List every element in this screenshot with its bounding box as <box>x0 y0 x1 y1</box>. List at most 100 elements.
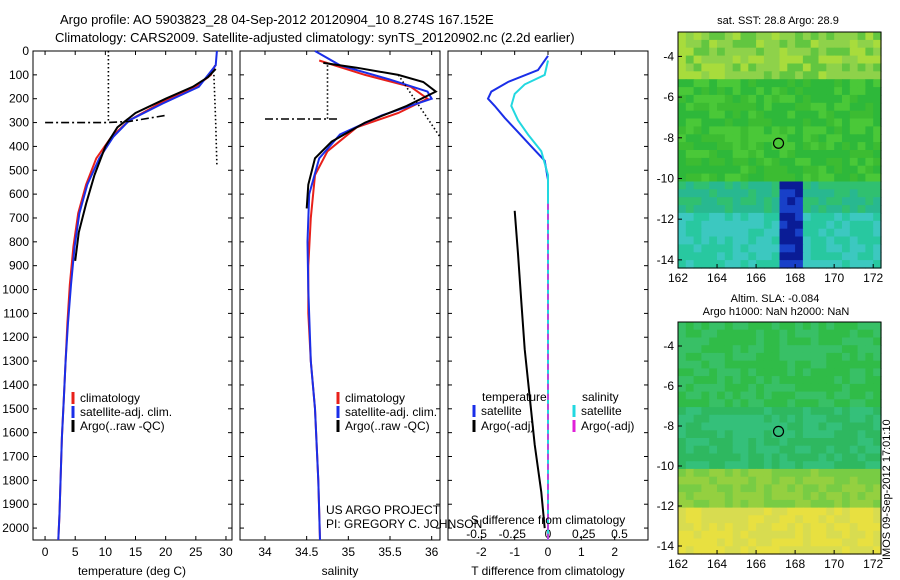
map-cell <box>818 173 827 183</box>
map-cell <box>810 165 820 175</box>
map-cell <box>709 468 718 478</box>
map-cell <box>849 507 859 516</box>
map-cell <box>701 329 710 338</box>
map-cell <box>740 438 749 447</box>
map-cell <box>779 55 788 65</box>
map-cell <box>756 102 765 112</box>
map-cell <box>724 337 734 346</box>
map-cell <box>865 329 874 338</box>
map-cell <box>740 376 749 385</box>
map-cell <box>779 252 788 261</box>
map-cell <box>802 337 812 346</box>
map-cell <box>756 220 765 230</box>
map-cell <box>732 94 742 104</box>
map-cell <box>717 492 726 501</box>
map-cell <box>701 515 710 524</box>
map-cell <box>849 189 859 198</box>
map-cell <box>857 407 866 416</box>
map-cell <box>763 523 773 532</box>
map-cell <box>810 55 820 65</box>
map-cell <box>802 157 812 167</box>
map-cell <box>842 94 851 104</box>
depth-tick-label: 700 <box>9 211 29 225</box>
map-cell <box>701 530 710 540</box>
map-cell <box>873 499 882 509</box>
map-cell <box>732 422 742 431</box>
map-cell <box>842 252 851 261</box>
map-cell <box>685 47 695 57</box>
map-cell <box>717 47 726 57</box>
map-cell <box>748 445 757 454</box>
map-frame <box>677 321 882 555</box>
map-cell <box>748 134 757 143</box>
map-cell <box>802 102 812 112</box>
map-cell <box>873 360 882 369</box>
map-cell <box>865 468 874 478</box>
map-cell <box>834 546 843 555</box>
map-cell <box>795 39 804 49</box>
map-cell <box>678 205 687 214</box>
map-cell <box>763 492 773 501</box>
map-cell <box>787 252 796 261</box>
map-cell <box>826 499 835 509</box>
map-cell <box>763 530 773 540</box>
map-cell <box>795 445 804 454</box>
map-y-tick-label: -10 <box>657 171 675 185</box>
map-cell <box>849 337 859 346</box>
map-cell <box>717 445 726 454</box>
map-cell <box>802 94 812 104</box>
map-cell <box>779 538 788 547</box>
map-cell <box>842 39 851 49</box>
map-cell <box>678 322 687 331</box>
map-cell <box>787 476 796 485</box>
map-cell <box>693 110 702 120</box>
map-cell <box>849 63 859 72</box>
map-cell <box>779 476 788 485</box>
map-x-tick-label: 162 <box>668 557 688 571</box>
map-cell <box>810 329 820 338</box>
map-cell <box>678 63 687 72</box>
map-cell <box>717 55 726 65</box>
map-cell <box>709 181 718 190</box>
map-cell <box>834 322 843 331</box>
map-cell <box>849 445 859 454</box>
map-cell <box>802 47 812 57</box>
map-cell <box>795 94 804 104</box>
map-cell <box>842 329 851 338</box>
map-cell <box>740 461 749 470</box>
map-cell <box>787 322 796 331</box>
map-cell <box>740 55 749 65</box>
map-cell <box>802 228 812 238</box>
map-y-tick-label: -4 <box>663 49 674 63</box>
series-line <box>57 64 217 541</box>
map-cell <box>802 523 812 532</box>
map-cell <box>748 142 757 151</box>
map-cell <box>693 142 702 151</box>
map-cell <box>834 515 843 524</box>
map-cell <box>748 461 757 470</box>
map-cell <box>857 47 866 57</box>
map-cell <box>857 438 866 447</box>
map-cell <box>771 165 781 175</box>
map-cell <box>685 499 695 509</box>
argo-position-marker <box>772 425 785 437</box>
map-cell <box>818 220 827 230</box>
map-cell <box>818 476 827 485</box>
map-cell <box>724 126 734 135</box>
map-cell <box>779 63 788 72</box>
map-cell <box>802 181 812 190</box>
map-cell <box>834 337 843 346</box>
map-cell <box>795 360 804 369</box>
map-cell <box>740 181 749 190</box>
map-cell <box>724 453 734 462</box>
map-cell <box>787 228 796 238</box>
map-cell <box>701 244 710 253</box>
map-cell <box>795 352 804 362</box>
map-cell <box>771 414 781 424</box>
map-cell <box>709 376 718 385</box>
map-cell <box>732 407 742 416</box>
map-cell <box>724 181 734 190</box>
map-cell <box>709 220 718 230</box>
map-cell <box>763 368 773 377</box>
x-tick-label: 0 <box>545 545 552 559</box>
